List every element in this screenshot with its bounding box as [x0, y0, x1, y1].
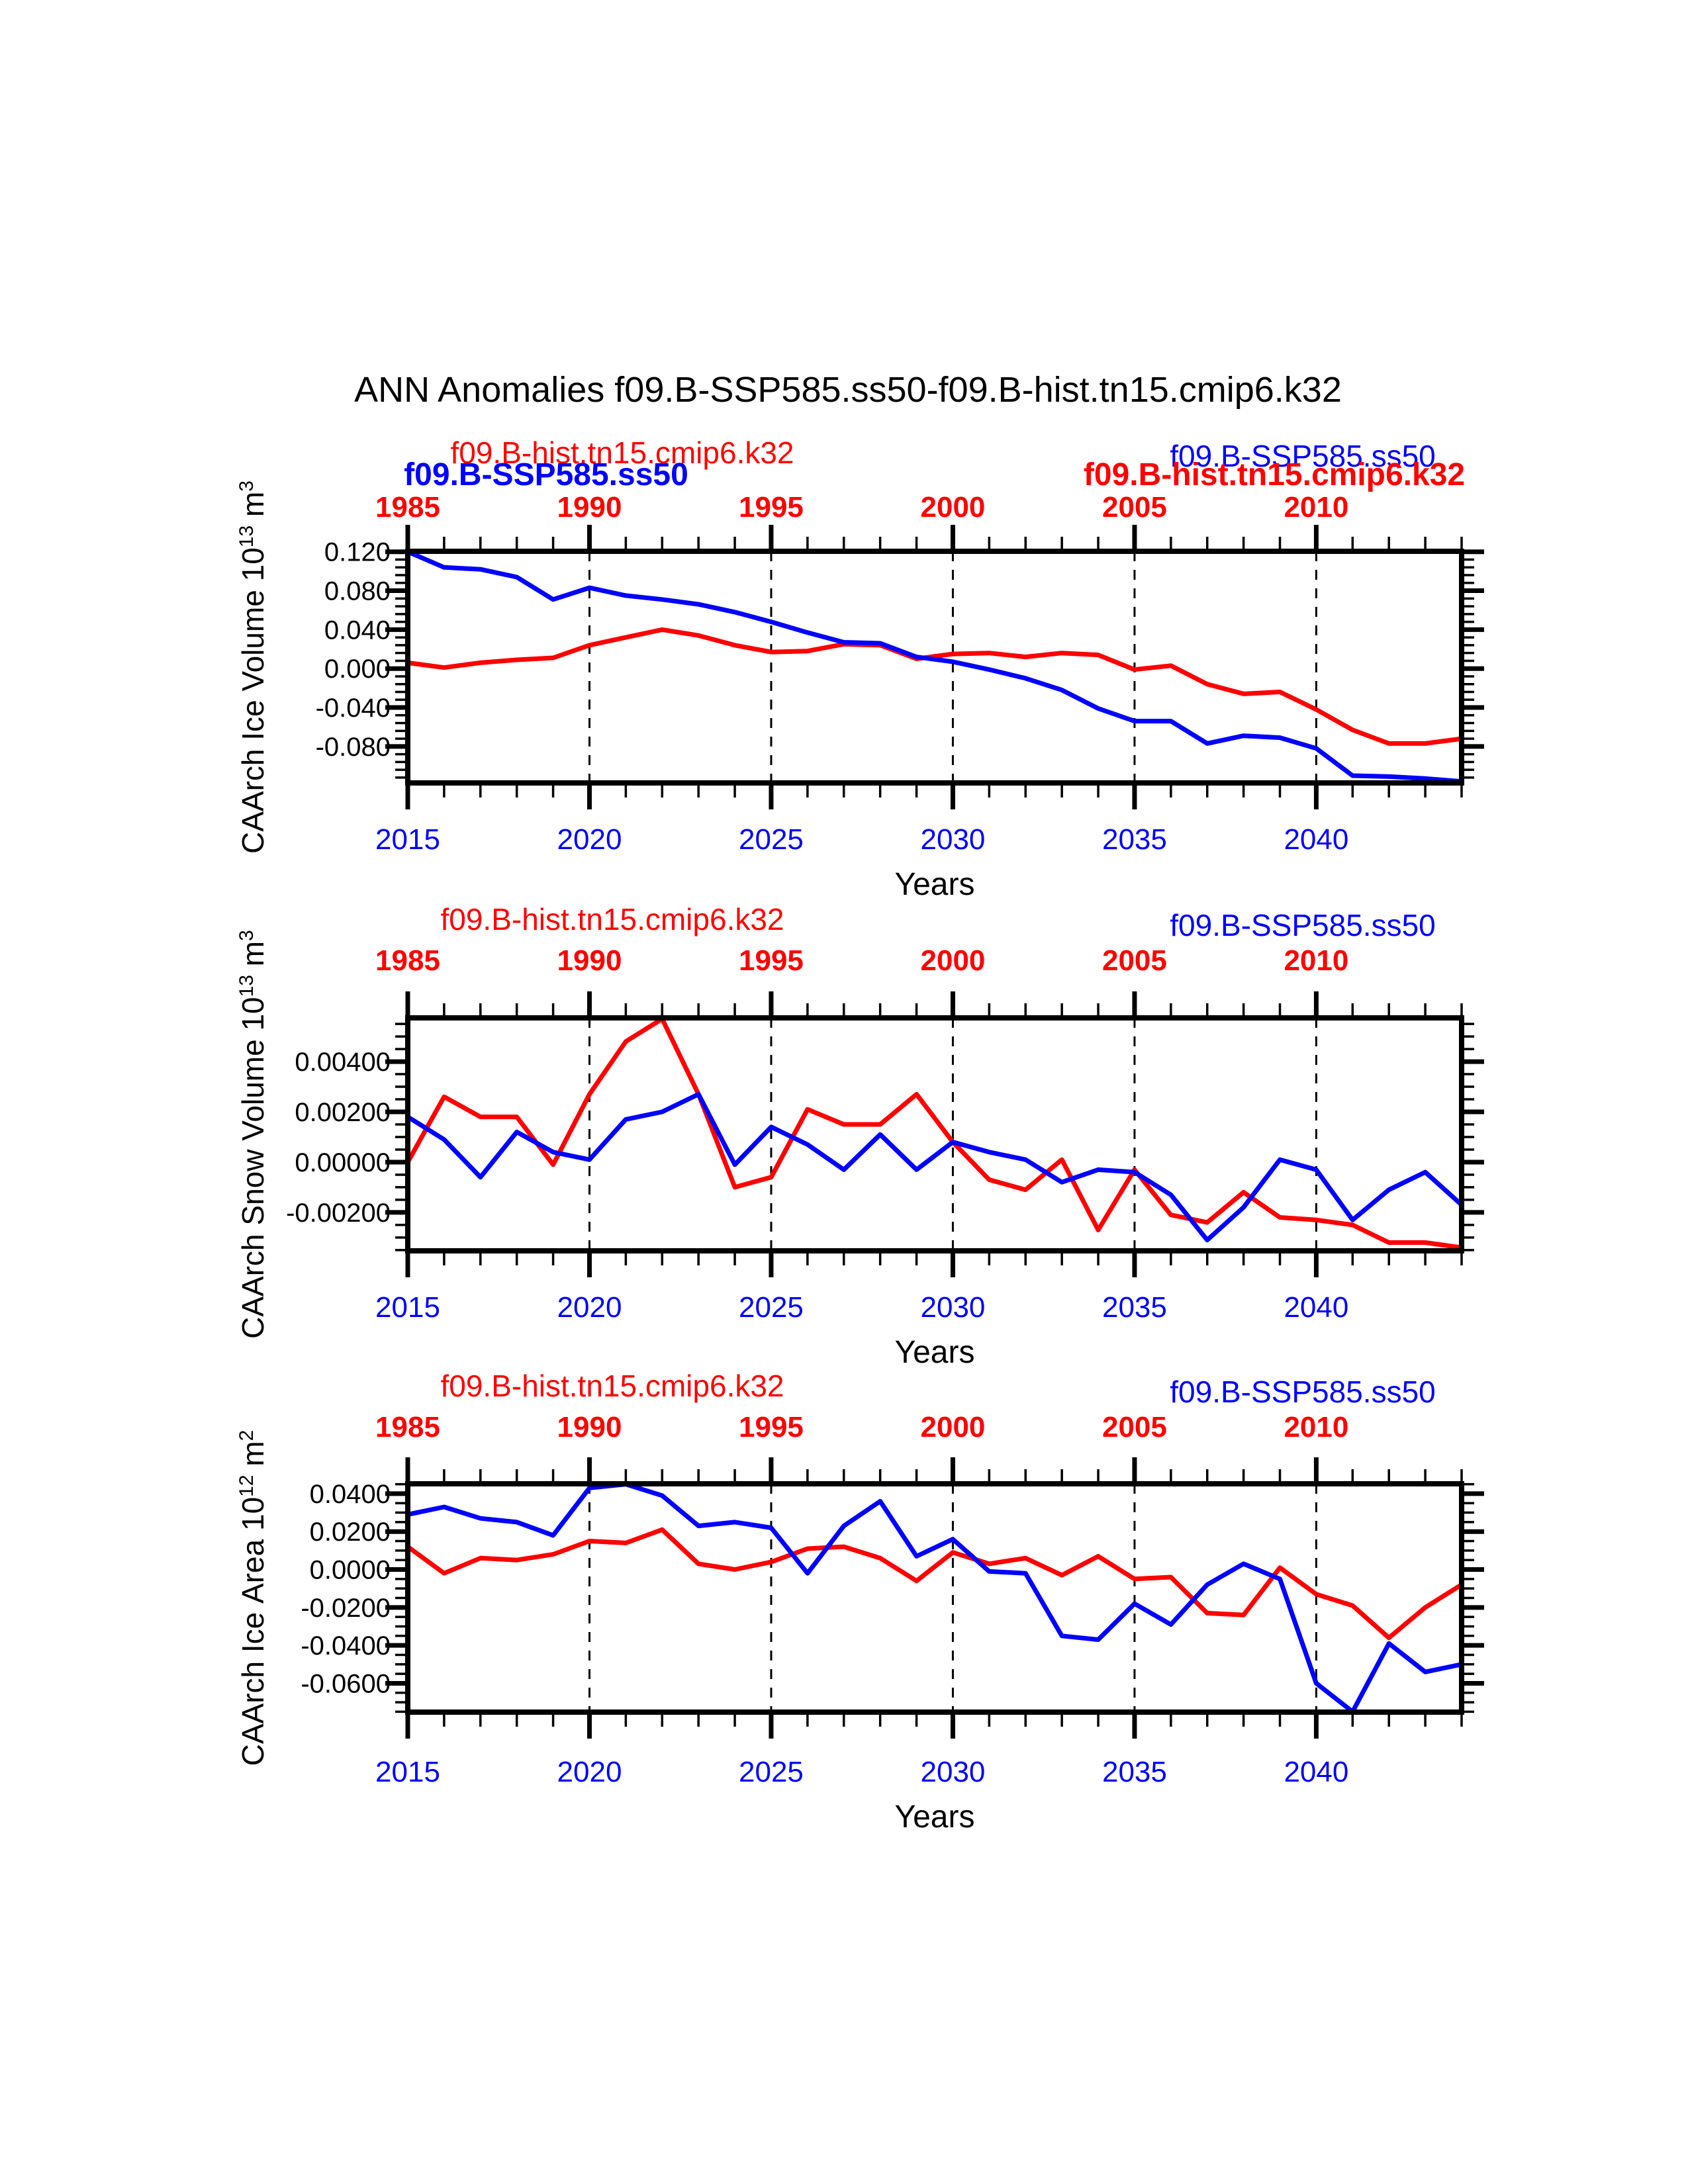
bottom-year-label: 2020 — [557, 1291, 622, 1324]
legend-label-red: f09.B-hist.tn15.cmip6.k32 — [1084, 457, 1465, 492]
panels: 0.120 0.080 0.040 0.000 -0.040 -0.080 1985 1990… — [236, 435, 1484, 1835]
y-tick-label: 0.120 — [324, 538, 391, 567]
y-tick-label: 0.00200 — [295, 1098, 391, 1127]
top-year-label: 2000 — [921, 491, 986, 523]
y-axis-title: CAArch Ice Volume 1013 m3 — [236, 480, 270, 854]
legend-label-blue: f09.B-SSP585.ss50 — [1170, 1375, 1435, 1409]
bottom-year-label: 2040 — [1284, 823, 1348, 856]
top-year-label: 1990 — [557, 491, 622, 523]
y-tick-label: 0.0400 — [310, 1480, 391, 1509]
y-tick-label: -0.080 — [316, 733, 391, 762]
panel-ice-volume: 0.120 0.080 0.040 0.000 -0.040 -0.080 1985 1990… — [236, 435, 1484, 902]
top-year-label: 1990 — [557, 1411, 622, 1443]
y-tick-label: -0.00200 — [286, 1199, 391, 1228]
top-year-label: 1985 — [375, 1411, 440, 1443]
bottom-year-label: 2035 — [1102, 1291, 1167, 1324]
top-year-label: 2005 — [1102, 491, 1167, 523]
bottom-year-label: 2030 — [921, 1291, 986, 1324]
bottom-year-label: 2040 — [1284, 1291, 1348, 1324]
top-year-label: 2000 — [921, 1411, 986, 1443]
legend-label-blue: f09.B-SSP585.ss50 — [1170, 908, 1435, 942]
top-year-label: 2010 — [1284, 1411, 1348, 1443]
bottom-year-label: 2035 — [1102, 1756, 1167, 1788]
bottom-year-label: 2025 — [739, 823, 804, 856]
series-line-scenario — [407, 1482, 1462, 1714]
top-year-label: 1995 — [739, 491, 804, 523]
plot-box — [405, 549, 1464, 786]
top-year-label: 2010 — [1284, 491, 1348, 523]
legend-label-red: f09.B-hist.tn15.cmip6.k32 — [450, 435, 794, 470]
y-tick-label: 0.00400 — [295, 1048, 391, 1077]
y-tick-label: 0.000 — [324, 655, 391, 684]
y-tick-label: -0.0400 — [301, 1631, 391, 1661]
series-line-scenario — [406, 1091, 1464, 1243]
top-year-label: 1995 — [739, 1411, 804, 1443]
y-axis-title: CAArch Ice Area 1012 m2 — [236, 1430, 270, 1766]
series-line-historical — [406, 1527, 1463, 1641]
bottom-year-label: 2025 — [739, 1291, 804, 1324]
x-axis-title: Years — [895, 1335, 975, 1370]
bottom-year-label: 2025 — [739, 1756, 804, 1788]
top-year-label: 2000 — [921, 944, 986, 977]
top-year-label: 2010 — [1284, 944, 1348, 977]
bottom-year-label: 2040 — [1284, 1756, 1348, 1788]
top-year-label: 1985 — [375, 944, 440, 977]
x-axis-title: Years — [895, 1799, 975, 1835]
bottom-year-label: 2015 — [375, 1756, 440, 1788]
bottom-year-label: 2015 — [375, 823, 440, 856]
top-year-label: 1990 — [557, 944, 622, 977]
y-tick-label: -0.040 — [316, 694, 391, 723]
plot-box — [405, 1015, 1464, 1253]
legend-label-blue: f09.B-SSP585.ss50 — [404, 457, 688, 492]
series-line-scenario — [406, 549, 1462, 784]
bottom-year-label: 2020 — [557, 823, 622, 856]
panel-snow-volume: 0.00400 0.00200 0.00000 -0.00200 1985 1990 199… — [236, 902, 1484, 1370]
panel-ice-area: 0.0400 0.0200 0.0000 -0.0200 -0.0400 -0.0600 1… — [236, 1369, 1484, 1835]
legend-label-red: f09.B-hist.tn15.cmip6.k32 — [440, 902, 784, 936]
y-tick-label: -0.0200 — [301, 1594, 391, 1623]
bottom-year-label: 2015 — [375, 1291, 440, 1324]
top-year-label: 1985 — [375, 491, 440, 523]
y-tick-label: 0.0000 — [310, 1556, 391, 1585]
top-year-label: 1995 — [739, 944, 804, 977]
figure-title: ANN Anomalies f09.B-SSP585.ss50-f09.B-hi… — [354, 370, 1342, 410]
bottom-year-label: 2020 — [557, 1756, 622, 1788]
y-axis-title: CAArch Snow Volume 1013 m3 — [236, 930, 270, 1339]
bottom-year-label: 2030 — [921, 1756, 986, 1788]
bottom-year-label: 2035 — [1102, 823, 1167, 856]
y-tick-label: 0.0200 — [310, 1518, 391, 1547]
legend-label-blue: f09.B-SSP585.ss50 — [1170, 439, 1435, 473]
series-line-historical — [407, 627, 1462, 746]
top-year-label: 2005 — [1102, 944, 1167, 977]
bottom-year-label: 2030 — [921, 823, 986, 856]
legend-label-red: f09.B-hist.tn15.cmip6.k32 — [440, 1369, 784, 1403]
y-tick-label: 0.080 — [324, 577, 391, 606]
y-tick-label: 0.00000 — [295, 1148, 391, 1177]
y-tick-label: -0.0600 — [301, 1669, 391, 1698]
top-year-label: 2005 — [1102, 1411, 1167, 1443]
series-line-historical — [405, 1017, 1462, 1250]
y-tick-label: 0.040 — [324, 615, 391, 645]
x-axis-title: Years — [895, 867, 975, 902]
